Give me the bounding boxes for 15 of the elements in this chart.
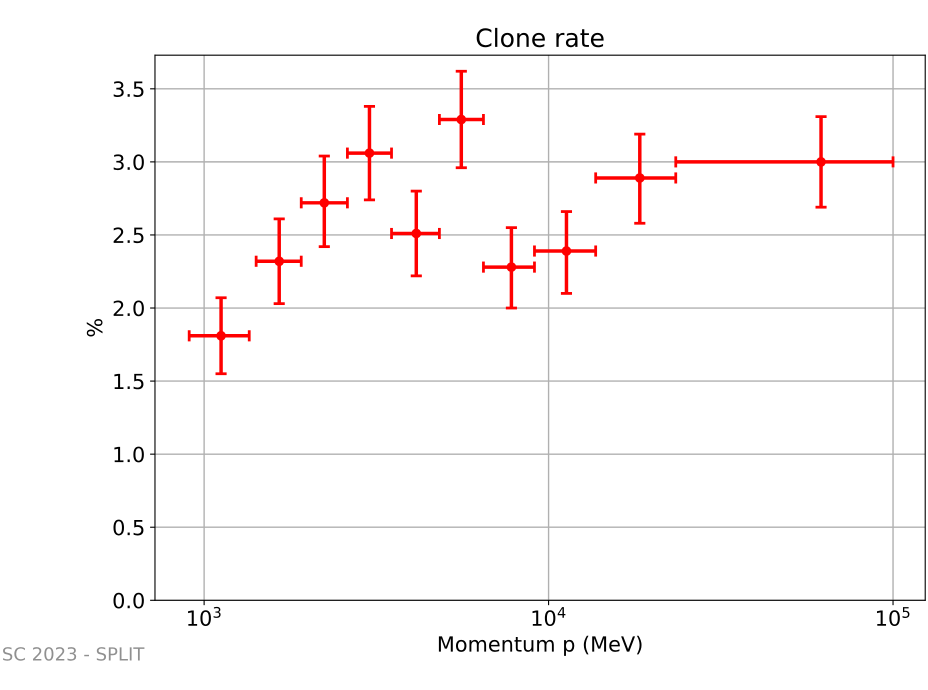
y-axis-title: % bbox=[86, 319, 103, 336]
y-tick-label: 3.5 bbox=[114, 81, 144, 98]
text: SC 2023 - SPLIT bbox=[3, 647, 144, 661]
y-tick-label: 1.5 bbox=[114, 374, 144, 390]
x-tick-label: 10$^{3}$ bbox=[188, 606, 221, 626]
x-tick-label: 10$^{5}$ bbox=[876, 607, 910, 626]
y-tick-label: 2.5 bbox=[114, 227, 144, 244]
chart-title: Clone rate bbox=[476, 28, 604, 48]
y-tick-label: 1.0 bbox=[114, 446, 144, 462]
y-tick-label: 0.5 bbox=[113, 520, 144, 536]
y-tick-label: 0.0 bbox=[113, 592, 144, 609]
y-tick-label: 3.0 bbox=[114, 154, 144, 170]
x-tick-label: 10$^{4}$ bbox=[532, 607, 566, 626]
y-tick-label: 2.0 bbox=[114, 300, 144, 316]
x-axis-title: Momentum p (MeV) bbox=[438, 636, 642, 656]
